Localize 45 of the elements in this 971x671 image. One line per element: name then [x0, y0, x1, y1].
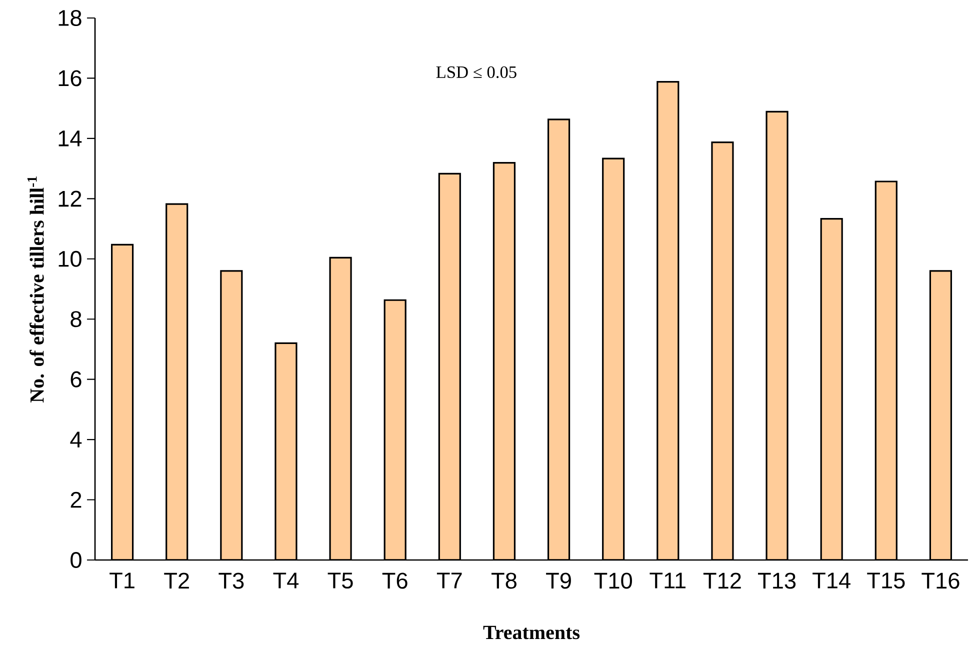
bar [874, 180, 898, 560]
bar [220, 270, 243, 560]
bar [166, 203, 188, 560]
bar [492, 162, 516, 560]
x-tick-label: T9 [546, 572, 571, 589]
bar [384, 299, 406, 560]
bar [547, 118, 570, 560]
bar [820, 218, 843, 560]
y-tick-label: 14 [58, 130, 82, 146]
x-tick-label: T2 [164, 572, 189, 589]
bar [711, 142, 734, 560]
x-tick-label: T12 [703, 572, 741, 589]
bar [438, 172, 461, 560]
bar [602, 158, 625, 560]
bar [766, 110, 788, 560]
y-tick-label: 2 [70, 492, 82, 508]
x-tick-label: T1 [110, 572, 134, 588]
x-tick-label: T3 [218, 572, 244, 589]
y-tick-label: 12 [58, 190, 82, 207]
y-tick-label: 8 [70, 311, 82, 328]
x-tick-label: T11 [650, 572, 686, 588]
y-axis-title: No. of effective tillers hill$^{-1}$ [27, 176, 44, 403]
x-tick-label: T16 [922, 572, 960, 589]
y-tick-label: 4 [70, 432, 82, 448]
x-tick-label: T14 [812, 572, 850, 588]
x-tick-label: T10 [594, 572, 632, 589]
y-tick-label: 6 [70, 371, 82, 388]
x-tick-label: T5 [328, 572, 353, 589]
y-tick-label: 18 [58, 10, 82, 26]
y-tick-label: 10 [58, 250, 82, 267]
y-tick-label: 16 [58, 70, 82, 86]
bar [656, 81, 680, 560]
annotation: LSD ≤ 0.05 [436, 66, 516, 78]
x-tick-label: T7 [436, 572, 462, 588]
x-tick-label: T8 [492, 572, 516, 589]
x-tick-label: T15 [867, 572, 905, 589]
x-tick-label: T4 [273, 572, 299, 588]
bar [274, 342, 298, 560]
x-tick-label: T13 [758, 572, 796, 589]
y-tick-label: 0 [70, 552, 82, 568]
bar [329, 256, 352, 560]
bar [929, 270, 952, 560]
x-axis-title: Treatments [483, 626, 580, 640]
x-tick-label: T6 [382, 572, 408, 589]
bar [110, 244, 134, 560]
